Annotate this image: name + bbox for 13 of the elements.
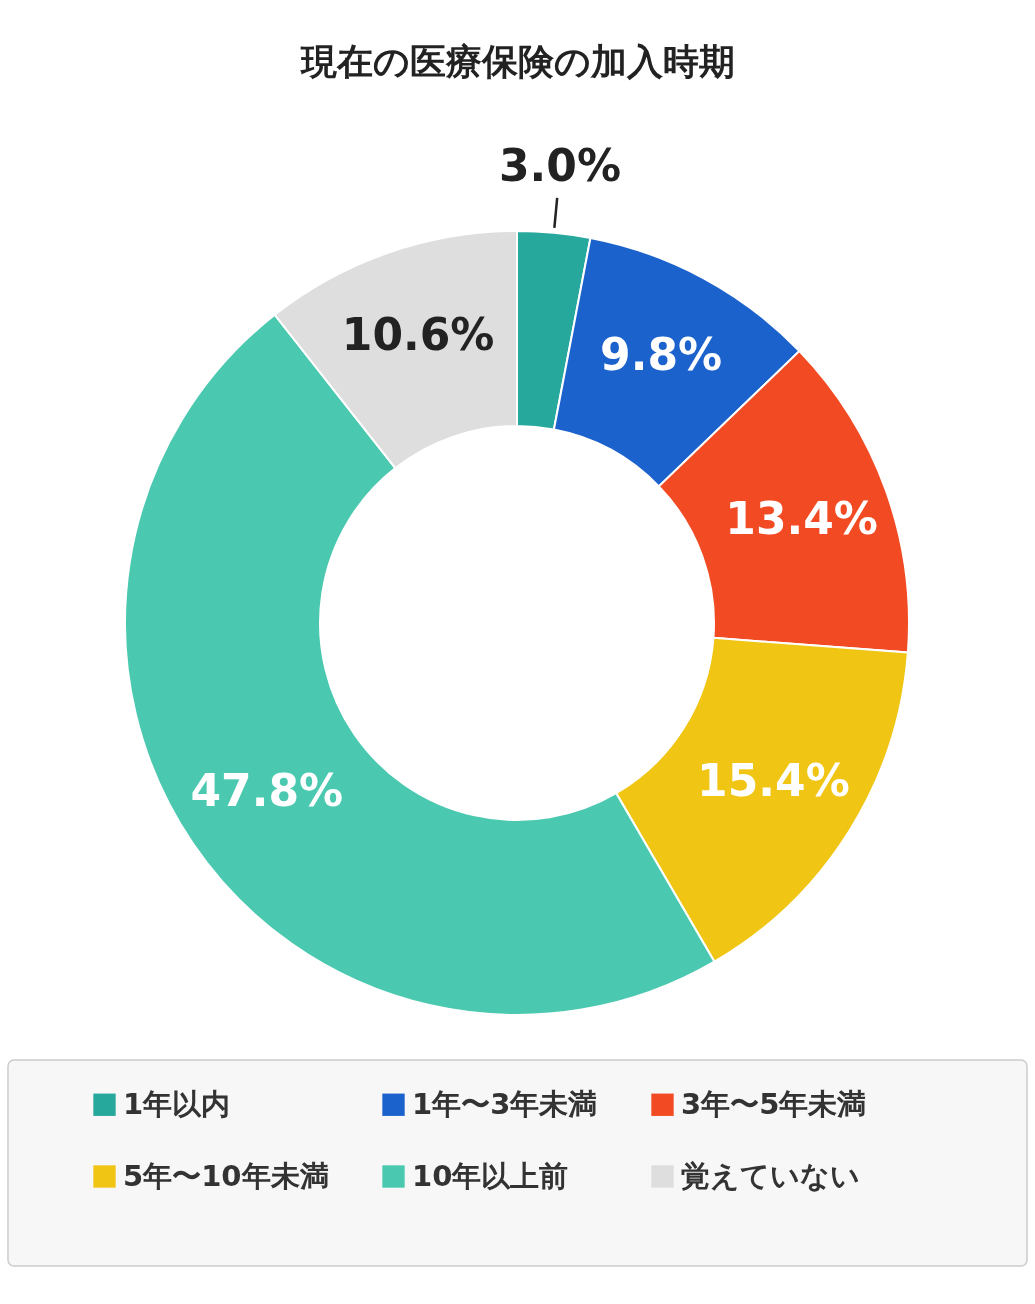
data-label: 47.8% [190, 765, 344, 817]
legend-label: 1年〜3年未満 [412, 1086, 598, 1121]
data-label: 10.6% [341, 309, 495, 361]
data-label: 13.4% [725, 492, 878, 544]
legend-label: 1年以内 [123, 1086, 231, 1121]
data-label: 9.8% [600, 329, 723, 381]
legend-label: 3年〜5年未満 [681, 1086, 867, 1121]
legend-label: 覚えていない [681, 1158, 860, 1193]
legend-label: 10年以上前 [412, 1158, 569, 1193]
data-label: 3.0% [498, 140, 622, 192]
legend-label: 5年〜10年未満 [123, 1158, 329, 1193]
chart-title: 現在の医療保険の加入時期 [299, 41, 735, 82]
data-label: 15.4% [697, 755, 850, 807]
